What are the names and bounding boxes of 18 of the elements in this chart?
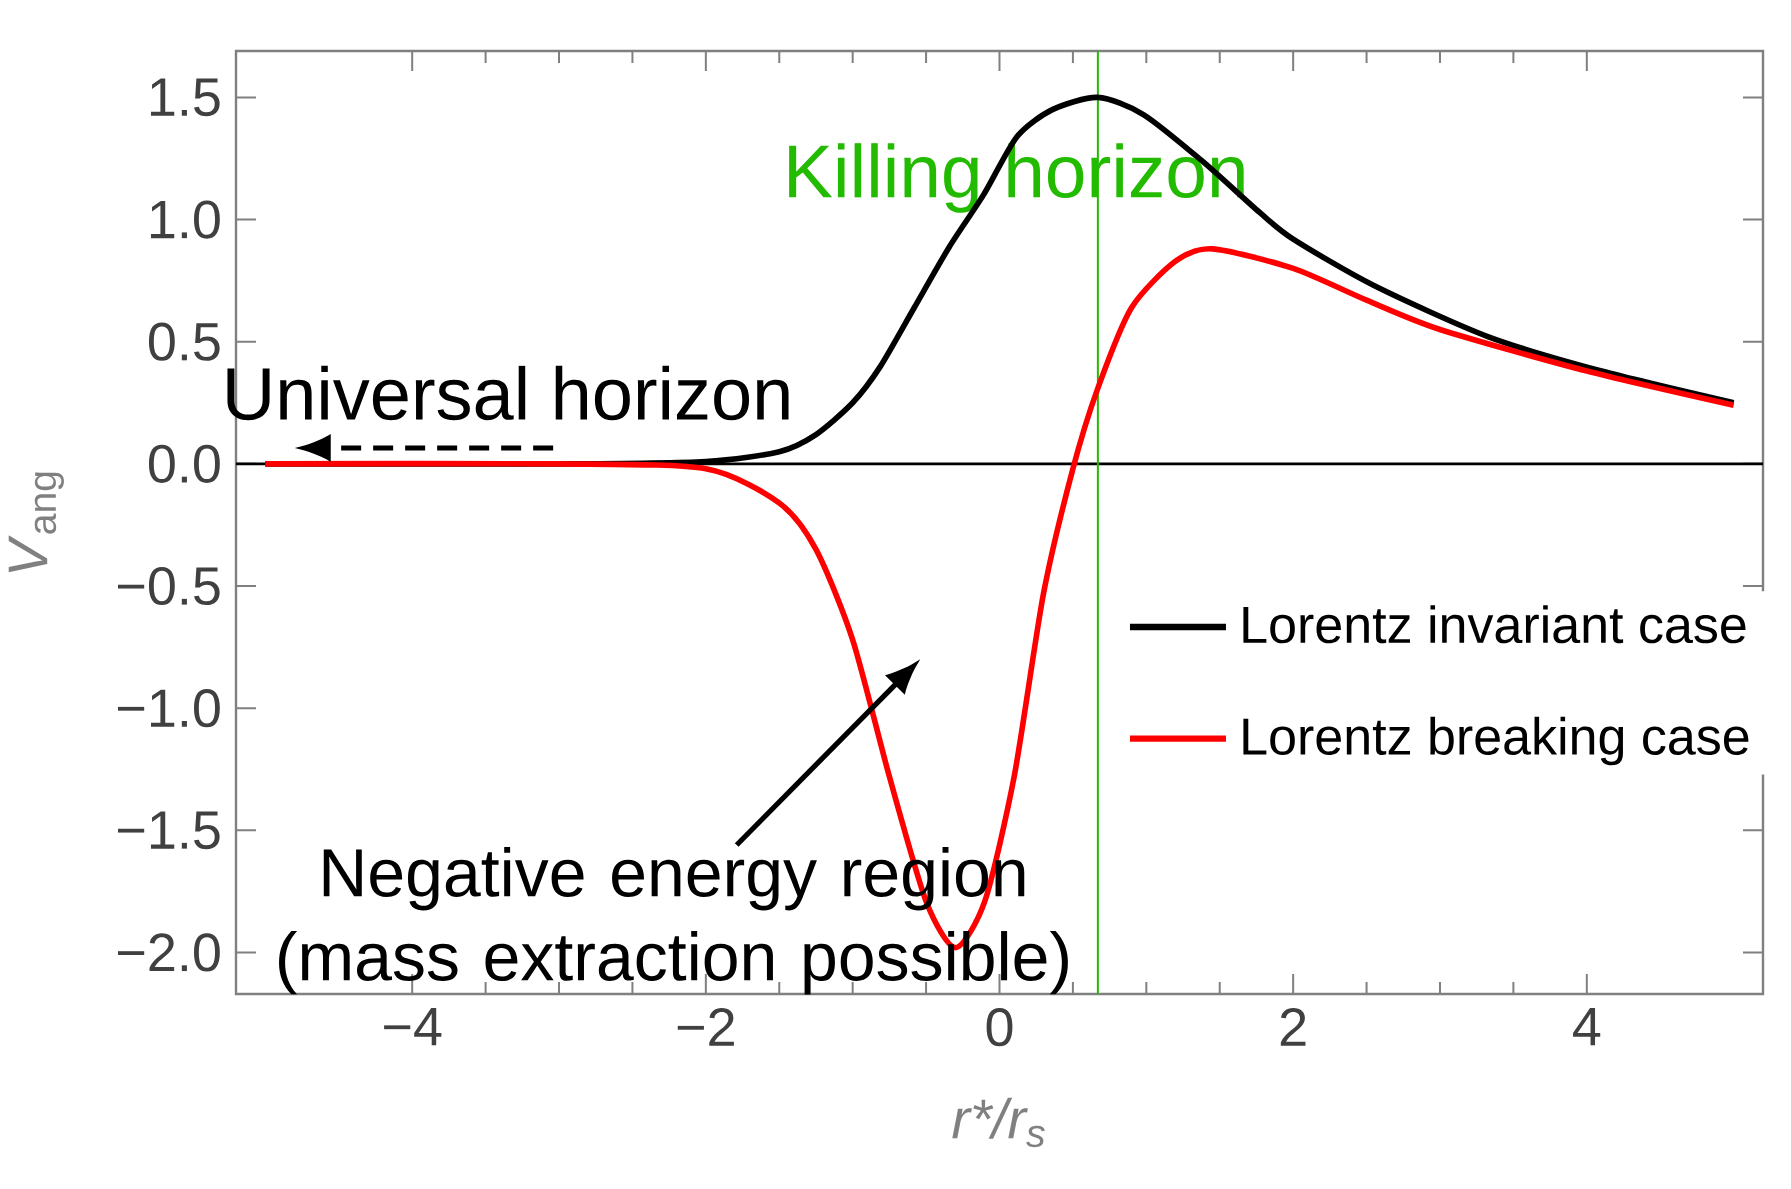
y-tick-label: 0.5 bbox=[148, 322, 220, 361]
x-tick-label: −2 bbox=[677, 1008, 734, 1046]
y-tick-label: −1.5 bbox=[118, 811, 220, 850]
x-tick-label: 0 bbox=[986, 1008, 1013, 1047]
y-tick-label: −2.0 bbox=[118, 933, 220, 972]
y-tick-label: 0.0 bbox=[148, 444, 220, 483]
x-tick-label: 4 bbox=[1573, 1008, 1601, 1046]
y-tick-label: 1.5 bbox=[150, 78, 220, 117]
y-tick-label: 1.0 bbox=[150, 200, 220, 239]
y-axis-title: V$_{ang}$ bbox=[8, 472, 64, 573]
y-tick-label: −1.0 bbox=[118, 689, 220, 728]
x-tick-label: −4 bbox=[384, 1008, 442, 1046]
legend-label: Lorentz breaking case bbox=[1243, 716, 1749, 766]
x-tick-label: 2 bbox=[1280, 1008, 1306, 1046]
legend-label: Lorentz invariant case bbox=[1243, 605, 1746, 644]
x-axis-title: r*/r$_{s}$ bbox=[952, 1097, 1045, 1148]
y-tick-label: −0.5 bbox=[118, 566, 220, 606]
annotation: Universal horizon bbox=[227, 365, 789, 421]
